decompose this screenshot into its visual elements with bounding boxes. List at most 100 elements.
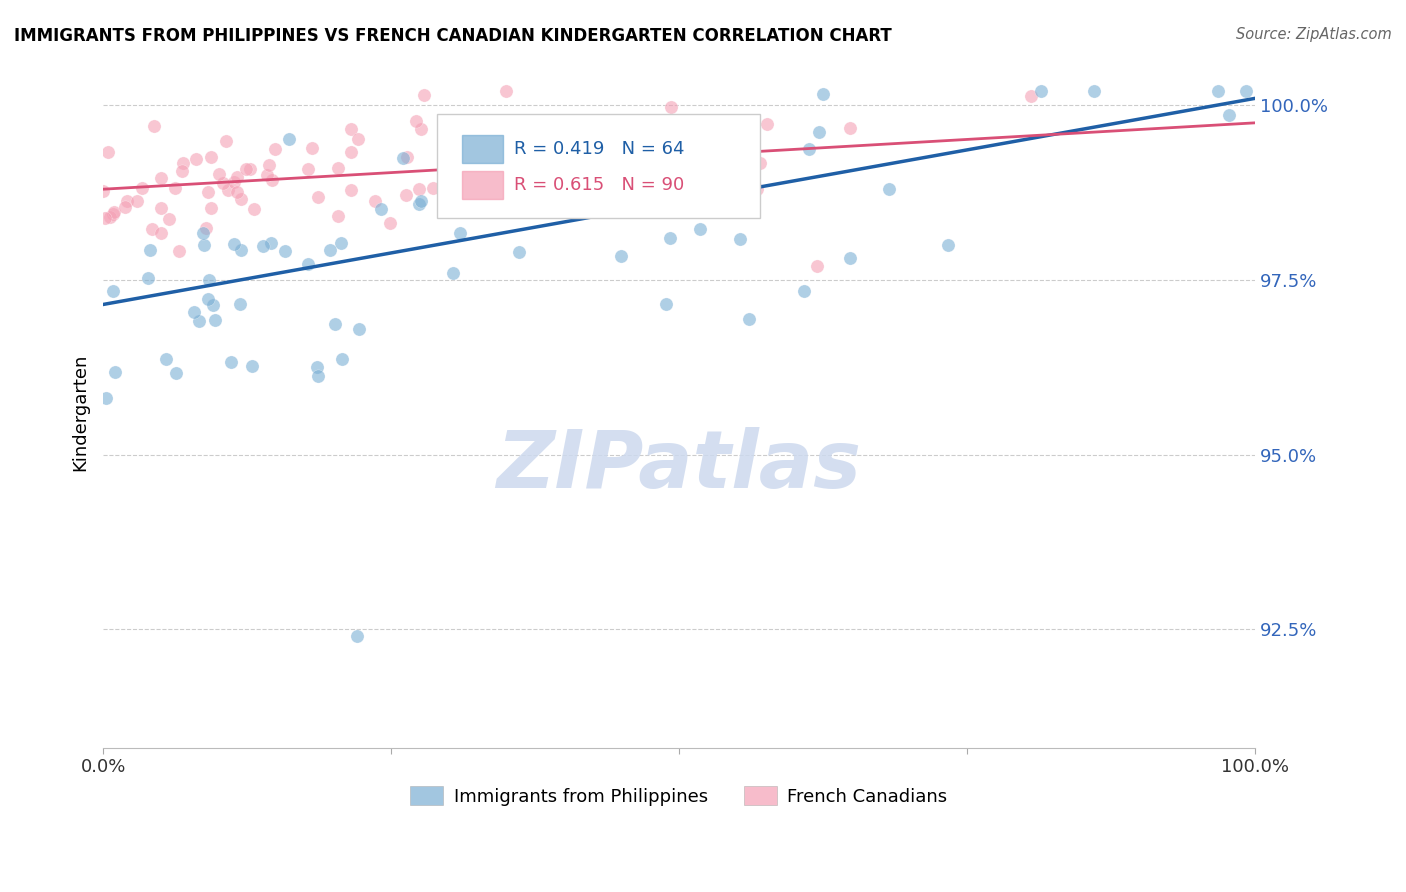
Point [195, 221, 218, 235]
Point [259, 158, 281, 172]
Point [197, 292, 219, 306]
Point [756, 117, 779, 131]
Point [97, 145, 120, 160]
Text: ZIPatlas: ZIPatlas [496, 427, 862, 506]
Point [807, 125, 830, 139]
Point [319, 243, 342, 257]
Point [449, 180, 471, 194]
Y-axis label: Kindergarten: Kindergarten [72, 354, 89, 472]
Point [263, 142, 285, 156]
Point [204, 313, 226, 327]
Point [392, 151, 415, 165]
Point [434, 202, 457, 216]
Point [422, 181, 444, 195]
Point [747, 182, 769, 196]
Point [142, 119, 165, 133]
FancyBboxPatch shape [463, 135, 503, 163]
Point [685, 183, 707, 197]
Point [240, 359, 263, 373]
Point [141, 222, 163, 236]
Point [229, 296, 252, 310]
Point [215, 134, 238, 148]
Point [114, 201, 136, 215]
Point [364, 194, 387, 209]
Point [740, 201, 762, 215]
Point [439, 189, 461, 203]
Point [659, 100, 682, 114]
Point [198, 273, 221, 287]
Point [695, 173, 717, 187]
Point [609, 249, 631, 263]
Point [243, 202, 266, 216]
Point [738, 312, 761, 326]
Point [738, 128, 761, 143]
Point [508, 144, 530, 158]
Point [167, 244, 190, 258]
Point [793, 284, 815, 298]
Point [1218, 108, 1240, 122]
Point [346, 629, 368, 643]
Point [183, 305, 205, 319]
Point [520, 160, 543, 174]
Point [93, 185, 115, 199]
Point [187, 314, 209, 328]
Point [728, 231, 751, 245]
Point [93, 211, 115, 225]
Point [103, 365, 125, 379]
Point [347, 322, 370, 336]
Point [98, 210, 121, 224]
Point [605, 146, 627, 161]
Point [101, 285, 124, 299]
Point [340, 183, 363, 197]
Point [409, 194, 432, 208]
Point [256, 169, 278, 183]
Point [193, 238, 215, 252]
Point [499, 196, 522, 211]
Point [225, 170, 247, 185]
Point [103, 205, 125, 219]
Point [458, 118, 481, 132]
Point [396, 150, 419, 164]
Point [150, 202, 173, 216]
Point [131, 180, 153, 194]
Point [226, 185, 249, 199]
Point [262, 172, 284, 186]
Point [598, 150, 620, 164]
Point [163, 181, 186, 195]
Point [499, 142, 522, 156]
Point [877, 182, 900, 196]
FancyBboxPatch shape [437, 114, 759, 219]
Point [654, 152, 676, 166]
Point [508, 170, 530, 185]
Point [222, 175, 245, 189]
Point [408, 182, 430, 196]
Point [408, 196, 430, 211]
Point [339, 121, 361, 136]
Point [325, 318, 347, 332]
Point [211, 176, 233, 190]
Point [155, 352, 177, 367]
Point [157, 212, 180, 227]
Point [101, 206, 124, 220]
Point [463, 189, 485, 203]
Point [231, 192, 253, 206]
Point [229, 244, 252, 258]
Point [411, 121, 433, 136]
Point [278, 132, 301, 146]
Point [936, 238, 959, 252]
Point [370, 202, 392, 217]
Point [222, 236, 245, 251]
Point [454, 150, 477, 164]
Point [217, 183, 239, 197]
Point [449, 227, 471, 241]
Point [184, 152, 207, 166]
Point [838, 121, 860, 136]
Point [1206, 84, 1229, 98]
FancyBboxPatch shape [463, 171, 503, 200]
Point [346, 132, 368, 146]
Point [508, 245, 530, 260]
Point [405, 113, 427, 128]
Point [1234, 84, 1257, 98]
Legend: Immigrants from Philippines, French Canadians: Immigrants from Philippines, French Cana… [404, 779, 955, 813]
Point [127, 194, 149, 208]
